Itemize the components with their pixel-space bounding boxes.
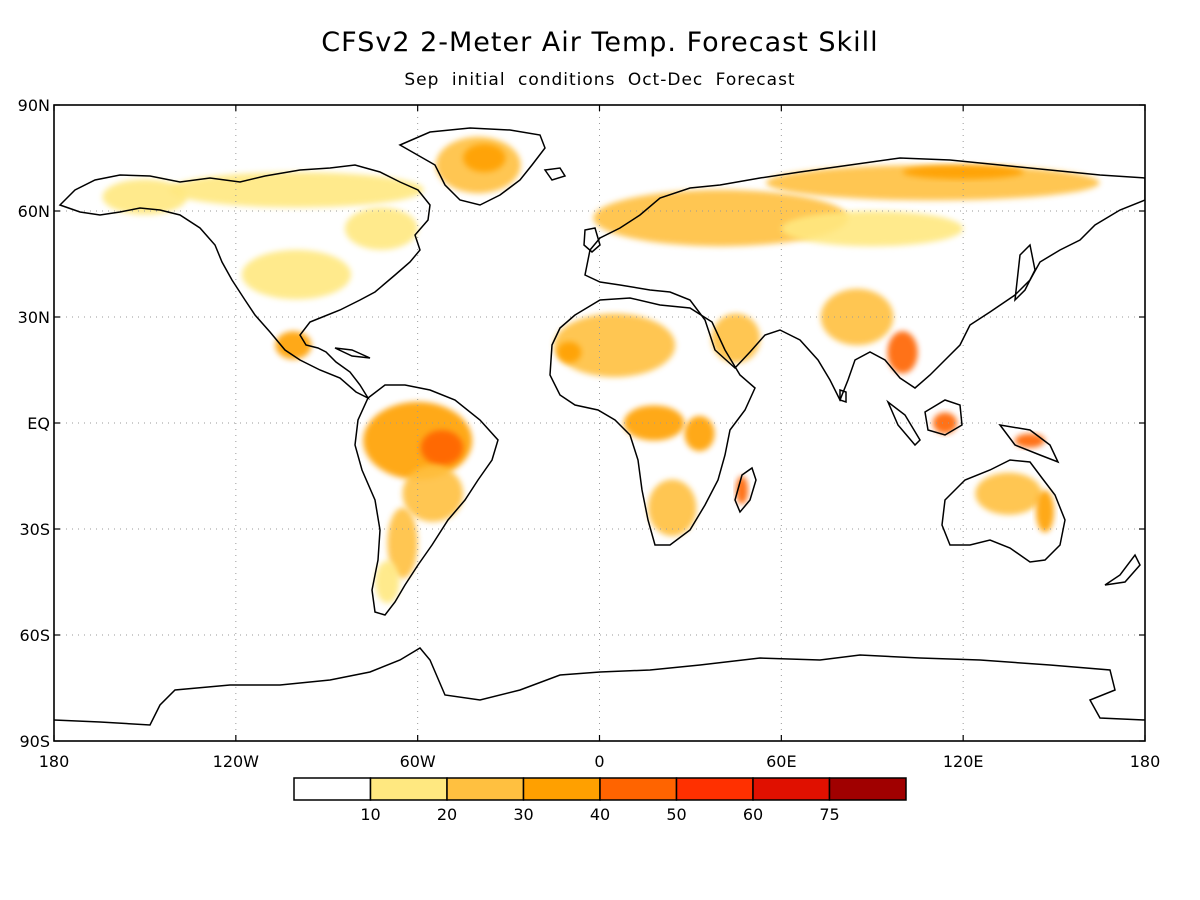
coastline-sumatra	[886, 399, 921, 447]
skill-region-madagascar	[735, 476, 748, 505]
skill-region-amazon-core	[420, 430, 464, 466]
skill-region-indochina	[887, 331, 918, 374]
lon-label-60W: 60W	[400, 752, 436, 771]
skill-region-arabia	[711, 313, 761, 363]
colorbar-bin-0	[293, 777, 372, 801]
colorbar-label-20: 20	[437, 805, 457, 824]
coastline-north-america	[58, 164, 431, 400]
coastline-iceland	[543, 167, 567, 181]
skill-region-southern-africa	[647, 479, 697, 537]
skill-region-asia-central	[781, 211, 964, 247]
lat-label-EQ: EQ	[27, 414, 50, 433]
colorbar-label-50: 50	[666, 805, 686, 824]
skill-region-india-tibet	[820, 288, 894, 346]
skill-region-east-africa	[684, 415, 715, 452]
skill-region-sahara	[554, 313, 676, 378]
skill-region-canada-east	[344, 207, 418, 250]
coastline-new-zealand	[1104, 553, 1141, 586]
lon-label-120W: 120W	[213, 752, 260, 771]
skill-region-australia-east	[1035, 490, 1055, 533]
coastline-sri-lanka	[839, 388, 847, 404]
lat-label-60S: 60S	[19, 626, 50, 645]
coastline-japan	[1014, 243, 1036, 303]
lon-label-60E: 60E	[766, 752, 796, 771]
skill-region-canada-north	[169, 172, 424, 208]
figure-subtitle: Sep initial conditions Oct-Dec Forecast	[404, 70, 796, 90]
coastline-madagascar	[734, 466, 757, 514]
coastline-africa	[549, 297, 756, 546]
lon-label-0: 0	[594, 752, 604, 771]
coastline-cuba	[334, 347, 371, 359]
colorbar-bin-7	[828, 777, 907, 801]
colorbar-label-30: 30	[513, 805, 533, 824]
colorbar-bin-1	[369, 777, 448, 801]
skill-region-alaska	[102, 179, 188, 215]
skill-region-australia-north	[975, 472, 1042, 515]
coastlines	[54, 127, 1145, 726]
skill-region-borneo	[932, 412, 958, 434]
colorbar-bin-2	[446, 777, 525, 801]
coastline-australia	[941, 459, 1066, 563]
coastline-greenland	[398, 127, 546, 206]
skill-region-west-sahara	[557, 341, 582, 363]
lat-label-90S: 90S	[19, 732, 50, 751]
colorbar-label-40: 40	[590, 805, 610, 824]
skill-region-argentina	[387, 507, 418, 579]
colorbar-label-60: 60	[743, 805, 763, 824]
skill-region-greenland-core	[463, 143, 506, 173]
colorbar-bin-4	[599, 777, 678, 801]
colorbar: 10 20 30 40 50 60 75	[293, 777, 907, 824]
colorbar-label-75: 75	[819, 805, 839, 824]
lon-label-120E: 120E	[943, 752, 984, 771]
colorbar-label-10: 10	[360, 805, 380, 824]
graticule	[54, 105, 1145, 741]
coastline-eurasia	[584, 157, 1145, 402]
figure-title: CFSv2 2-Meter Air Temp. Forecast Skill	[321, 27, 879, 58]
lat-label-90N: 90N	[18, 96, 50, 115]
colorbar-bin-3	[522, 777, 601, 801]
lon-label-180: 180	[39, 752, 70, 771]
coastline-south-america	[354, 384, 499, 616]
lat-label-30N: 30N	[18, 308, 50, 327]
skill-region-siberia-east	[902, 165, 1024, 180]
lat-label-30S: 30S	[19, 520, 50, 539]
skill-region-new-guinea	[1014, 433, 1045, 448]
lat-label-60N: 60N	[18, 202, 50, 221]
skill-region-usa-central	[241, 249, 351, 300]
skill-shading	[102, 136, 1100, 604]
coastline-new-guinea	[998, 423, 1060, 464]
skill-region-patagonia	[375, 560, 400, 604]
coastline-uk	[583, 227, 601, 253]
colorbar-bin-5	[675, 777, 754, 801]
lon-label-180: 180	[1130, 752, 1161, 771]
coastline-antarctica	[54, 647, 1145, 726]
coastline-borneo	[924, 399, 963, 436]
colorbar-bin-6	[752, 777, 831, 801]
